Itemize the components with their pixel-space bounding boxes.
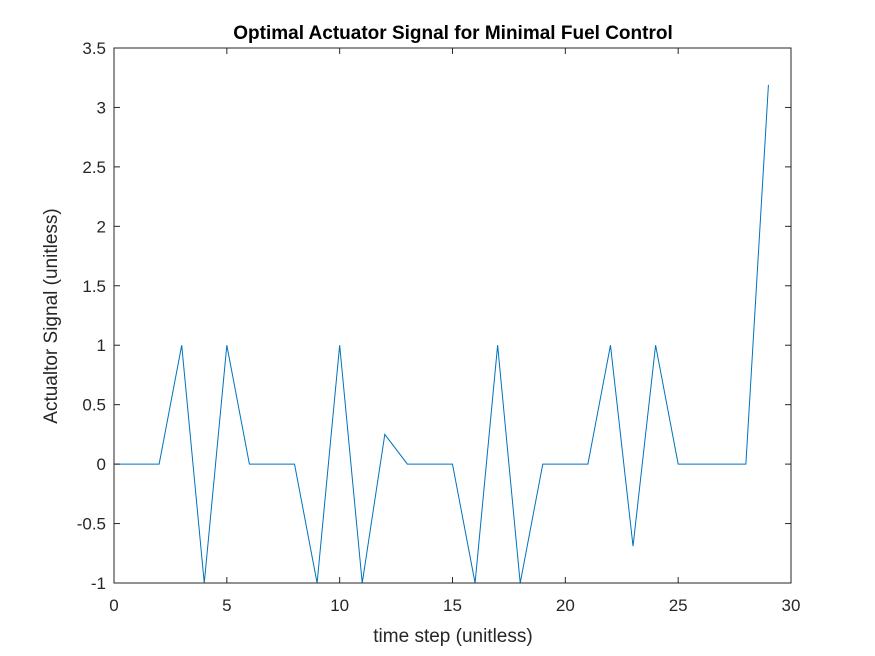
x-tick-label: 30 <box>782 596 801 615</box>
y-tick-label: 1.5 <box>82 277 106 296</box>
y-tick-label: 2 <box>97 217 106 236</box>
y-tick-label: 0.5 <box>82 396 106 415</box>
y-tick-label: 3 <box>97 98 106 117</box>
y-tick-label: 2.5 <box>82 158 106 177</box>
y-tick-label: 1 <box>97 336 106 355</box>
y-tick-label: -0.5 <box>77 515 106 534</box>
y-tick-label: -1 <box>91 574 106 593</box>
y-tick-label: 0 <box>97 455 106 474</box>
y-tick-label: 3.5 <box>82 39 106 58</box>
y-axis-label: Actualtor Signal (unitless) <box>41 208 62 423</box>
x-axis-label: time step (unitless) <box>373 626 532 647</box>
series-line <box>114 84 769 584</box>
x-tick-label: 25 <box>669 596 688 615</box>
ticks-layer: 0 5 10 15 20 25 30 -1 -0.5 0 0.5 1 1.5 2 2.5 3 3.5 <box>77 39 801 615</box>
x-tick-label: 15 <box>443 596 462 615</box>
x-tick-label: 20 <box>556 596 575 615</box>
x-tick-label: 0 <box>109 596 118 615</box>
chart-title: Optimal Actuator Signal for Minimal Fuel… <box>233 23 672 44</box>
series-layer <box>114 84 769 584</box>
x-tick-label: 5 <box>222 596 231 615</box>
x-tick-label: 10 <box>330 596 349 615</box>
plot-area <box>114 48 791 583</box>
